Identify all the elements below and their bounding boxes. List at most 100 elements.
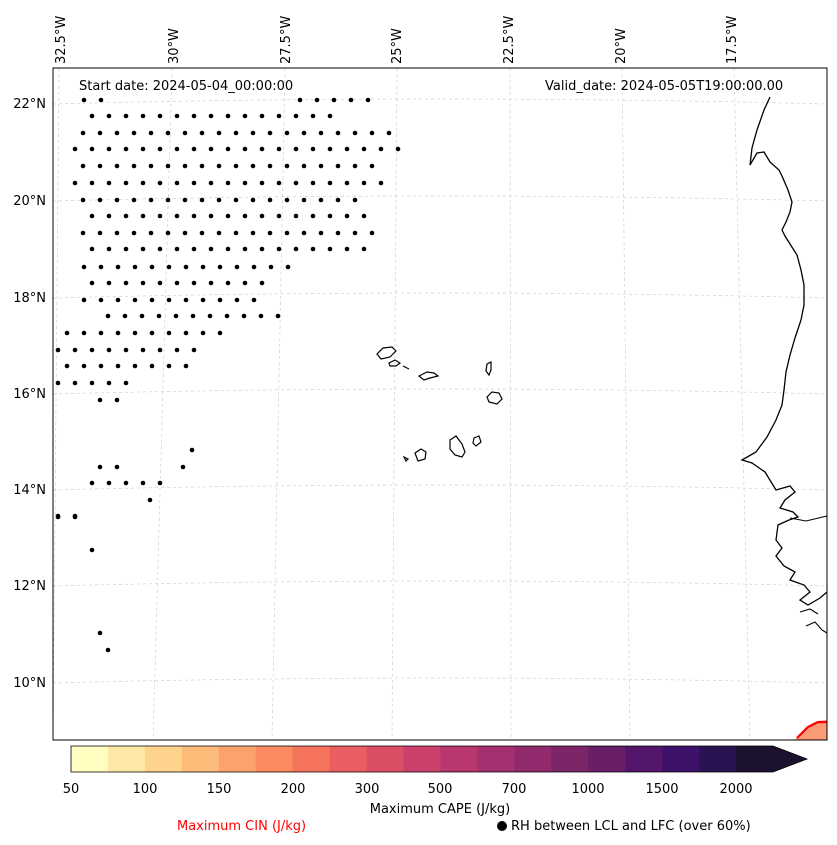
colorbar-segment (144, 746, 183, 772)
rh-dot (140, 113, 146, 119)
lat-label-12n: 12°N (13, 579, 46, 594)
rh-dot (89, 180, 95, 186)
rh-dot (225, 213, 231, 219)
rh-dot (131, 163, 137, 169)
rh-dot (72, 380, 78, 386)
lon-label-22-5w: 22.5°W (502, 15, 517, 64)
rh-dot (106, 480, 112, 486)
rh-dot (139, 313, 145, 319)
rh-dot (284, 197, 290, 203)
rh-dot (276, 180, 282, 186)
rh-dot (97, 163, 103, 169)
lon-label-20w: 20°W (614, 28, 629, 64)
rh-dot (365, 97, 371, 103)
rh-dot (190, 313, 196, 319)
rh-dot (174, 146, 180, 152)
rh-dot (148, 163, 154, 169)
rh-dot (301, 230, 307, 236)
rh-dot (157, 246, 163, 252)
rh-dot (259, 113, 265, 119)
rh-dot (72, 347, 78, 353)
rh-dot (106, 280, 112, 286)
map-frame (52, 67, 828, 741)
meridian-30w (152, 67, 173, 741)
rh-dot (174, 213, 180, 219)
rh-dot (149, 297, 155, 303)
rh-dot (369, 163, 375, 169)
colorbar-tick: 300 (354, 782, 380, 797)
rh-dot (173, 313, 179, 319)
rh-dot (191, 113, 197, 119)
lat-label-22n: 22°N (13, 97, 46, 112)
island-sao-vicente (388, 359, 402, 367)
island-fogo (414, 448, 427, 462)
parallel-14n (52, 484, 828, 491)
rh-dot (140, 146, 146, 152)
rh-dot (395, 146, 401, 152)
rh-dot (352, 163, 358, 169)
colorbar-tick: 500 (427, 782, 453, 797)
rh-dot (165, 130, 171, 136)
rh-dot (318, 163, 324, 169)
rh-dot (327, 213, 333, 219)
rh-dot (327, 180, 333, 186)
colorbar-segment (514, 746, 552, 772)
rh-dot (89, 280, 95, 286)
rh-dot (293, 180, 299, 186)
rh-dot (191, 180, 197, 186)
colorbar-segment (625, 746, 663, 772)
rh-dot (122, 313, 128, 319)
rh-dot (267, 163, 273, 169)
rh-dot (89, 213, 95, 219)
rh-dot (352, 130, 358, 136)
rh-dot (81, 297, 87, 303)
rh-dot (216, 163, 222, 169)
start-date: Start date: 2024-05-04_00:00:00 (79, 79, 294, 94)
lat-label-20n: 20°N (13, 194, 46, 209)
colorbar-segment (699, 746, 737, 772)
rh-dot (217, 330, 223, 336)
rh-dot (131, 197, 137, 203)
rh-dot (216, 130, 222, 136)
graticule (52, 67, 828, 741)
parallel-22n (52, 98, 828, 105)
rh-dot (199, 230, 205, 236)
rh-dot (208, 246, 214, 252)
rh-dot (148, 197, 154, 203)
colorbar-segment (218, 746, 257, 772)
colorbar-tick: 2000 (719, 782, 753, 797)
colorbar-segment (181, 746, 220, 772)
rh-dot (174, 180, 180, 186)
rh-dot (259, 246, 265, 252)
rh-dot (98, 297, 104, 303)
rh-dot (348, 97, 354, 103)
rh-dot (114, 230, 120, 236)
rh-dot (114, 197, 120, 203)
rh-dot (182, 230, 188, 236)
rh-dot (386, 130, 392, 136)
legend-cin-label: Maximum CIN (J/kg) (177, 819, 307, 834)
rh-dot (284, 230, 290, 236)
colorbar-tick: 150 (206, 782, 232, 797)
rh-dot (157, 480, 163, 486)
rh-dot (89, 113, 95, 119)
lat-label-16n: 16°N (13, 387, 46, 402)
rh-dot (224, 313, 230, 319)
rh-dot (132, 330, 138, 336)
colorbar-segment (588, 746, 626, 772)
rh-dot (242, 246, 248, 252)
rh-dot (259, 280, 265, 286)
parallel-16n (52, 388, 828, 395)
filled-dot-icon (497, 821, 507, 831)
lon-label-25w: 25°W (390, 28, 405, 64)
rh-dot (276, 213, 282, 219)
rh-dot (131, 230, 137, 236)
rh-dot (115, 297, 121, 303)
rh-dot (331, 97, 337, 103)
rh-dot (148, 230, 154, 236)
rh-dot (297, 97, 303, 103)
rh-dot (225, 180, 231, 186)
rh-dot (123, 380, 129, 386)
rh-dot (80, 130, 86, 136)
rh-dot (166, 363, 172, 369)
